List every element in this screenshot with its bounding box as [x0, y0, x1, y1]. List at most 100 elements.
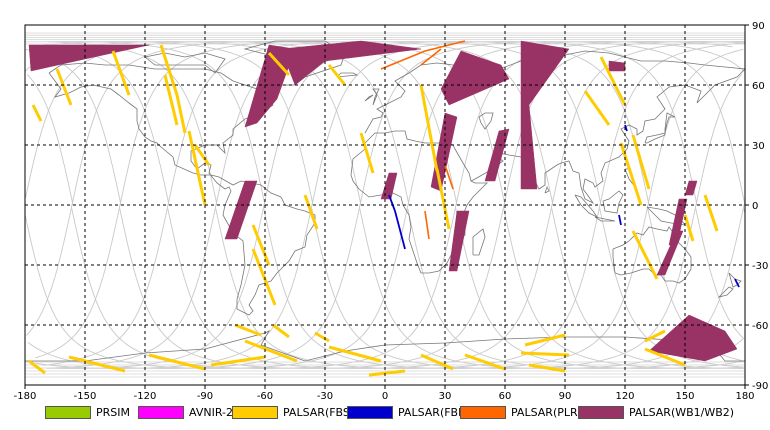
tick-labels: -180 -150 -120 -90 -60 -30 0 30 60 90 120 150 180 90 6… [14, 21, 769, 402]
swath-palsar-fbd [618, 214, 622, 226]
swath-palsar-fbs [210, 355, 266, 367]
swath-palsar-wb [668, 198, 688, 246]
x-tick-label: 0 [382, 391, 388, 402]
coastline [472, 228, 486, 256]
x-tick-label: -120 [134, 391, 157, 402]
swath-palsar-wb [280, 40, 422, 86]
x-tick-label: 150 [675, 391, 694, 402]
legend-item-palsar-plr: PALSAR(PLR) [460, 403, 582, 421]
swath-palsar-fbs [359, 132, 375, 174]
swath-palsar-plr [424, 210, 430, 240]
swath-palsar-fbs [272, 323, 290, 339]
swath-palsar-fbs [111, 50, 131, 96]
swaths [28, 40, 740, 377]
coastline [728, 272, 742, 288]
swath-palsar-fbs [251, 224, 271, 266]
orbit-track [24, 40, 743, 370]
x-tick-label: 120 [615, 391, 634, 402]
swath-palsar-fbs [251, 248, 277, 306]
swath-palsar-fbs [619, 142, 643, 206]
swath-palsar-fbs [644, 329, 666, 343]
coastline [594, 216, 616, 222]
swath-palsar-wb [520, 40, 570, 190]
coastline [612, 226, 692, 284]
x-tick-label: -90 [197, 391, 213, 402]
legend: PRSIM AVNIR-2 PALSAR(FBS) PALSAR(FBD) PA… [0, 401, 770, 423]
legend-swatch-palsar-fbd [347, 405, 393, 419]
swath-palsar-fbs [368, 369, 406, 377]
orbit-track [48, 40, 744, 370]
swath-palsar-fbs [328, 345, 382, 363]
swath-palsar-fbd [624, 124, 628, 132]
coastline [372, 88, 380, 106]
legend-label-palsar-fbs: PALSAR(FBS) [283, 405, 355, 419]
y-tick-label: 90 [752, 21, 765, 32]
legend-item-palsar-fbs: PALSAR(FBS) [232, 403, 354, 421]
swath-palsar-fbd [394, 210, 406, 250]
swath-palsar-fbs [644, 347, 686, 367]
swath-palsar-fbs [187, 130, 207, 206]
swath-palsar-fbs [435, 168, 451, 230]
x-tick-label: -180 [14, 391, 37, 402]
swath-palsar-fbs [631, 134, 651, 190]
legend-swatch-palsar-fbs [232, 405, 278, 419]
swath-palsar-fbs [28, 359, 46, 375]
coastline [602, 190, 624, 214]
y-tick-label: -30 [752, 261, 768, 272]
swath-palsar-fbs [419, 84, 439, 172]
y-tick-label: 0 [752, 201, 758, 212]
swath-palsar-plr [420, 48, 442, 66]
swath-palsar-wb [448, 210, 470, 272]
swath-palsar-fbs [464, 353, 506, 371]
swath-palsar-wb [608, 60, 626, 72]
orbit-track [43, 40, 744, 370]
swath-palsar-wb [648, 314, 738, 362]
legend-item-palsar-fbd: PALSAR(FBD) [347, 403, 471, 421]
swath-palsar-fbs [683, 214, 695, 242]
coastline [544, 185, 550, 194]
x-tick-label: 30 [439, 391, 452, 402]
swath-palsar-fbs [314, 331, 330, 343]
swath-palsar-fbs [524, 333, 566, 347]
y-tick-label: 60 [752, 81, 765, 92]
legend-label-palsar-fbd: PALSAR(FBD) [398, 405, 471, 419]
swath-palsar-fbs [193, 144, 211, 166]
y-tick-label: -90 [752, 381, 768, 392]
swath-palsar-fbs [234, 323, 262, 337]
legend-label-palsar-wb: PALSAR(WB1/WB2) [629, 405, 735, 419]
coastline [364, 94, 374, 102]
swath-palsar-fbd [734, 278, 740, 288]
swath-palsar-fbs [303, 194, 319, 230]
orbit-track [49, 40, 745, 370]
x-tick-label: -150 [74, 391, 97, 402]
swath-palsar-wb [684, 180, 698, 196]
x-tick-label: 180 [735, 391, 754, 402]
legend-swatch-palsar-wb [578, 405, 624, 419]
legend-label-palsar-plr: PALSAR(PLR) [511, 405, 582, 419]
coastline [644, 112, 676, 144]
legend-swatch-prsim [45, 405, 91, 419]
swath-palsar-fbs [599, 56, 627, 106]
legend-swatch-palsar-plr [460, 405, 506, 419]
swath-palsar-fbs [244, 339, 298, 363]
swath-palsar-fbs [327, 64, 347, 86]
swath-palsar-plr [380, 40, 466, 70]
swath-palsar-fbs [159, 44, 187, 134]
swath-palsar-fbs [420, 353, 454, 371]
coastline [144, 52, 226, 74]
swath-palsar-fbd [388, 194, 396, 212]
y-tick-label: 30 [752, 141, 765, 152]
x-tick-label: 90 [559, 391, 572, 402]
swath-palsar-fbs [520, 351, 570, 357]
legend-label-avnir: AVNIR-2 [189, 405, 233, 419]
swath-palsar-fbs [631, 230, 659, 280]
legend-item-avnir: AVNIR-2 [138, 403, 233, 421]
legend-label-prsim: PRSIM [96, 405, 130, 419]
swath-palsar-fbs [163, 74, 179, 126]
coastline [336, 72, 359, 78]
swath-palsar-wb [484, 128, 510, 182]
legend-item-palsar-wb: PALSAR(WB1/WB2) [578, 403, 734, 421]
x-tick-label: -30 [317, 391, 333, 402]
